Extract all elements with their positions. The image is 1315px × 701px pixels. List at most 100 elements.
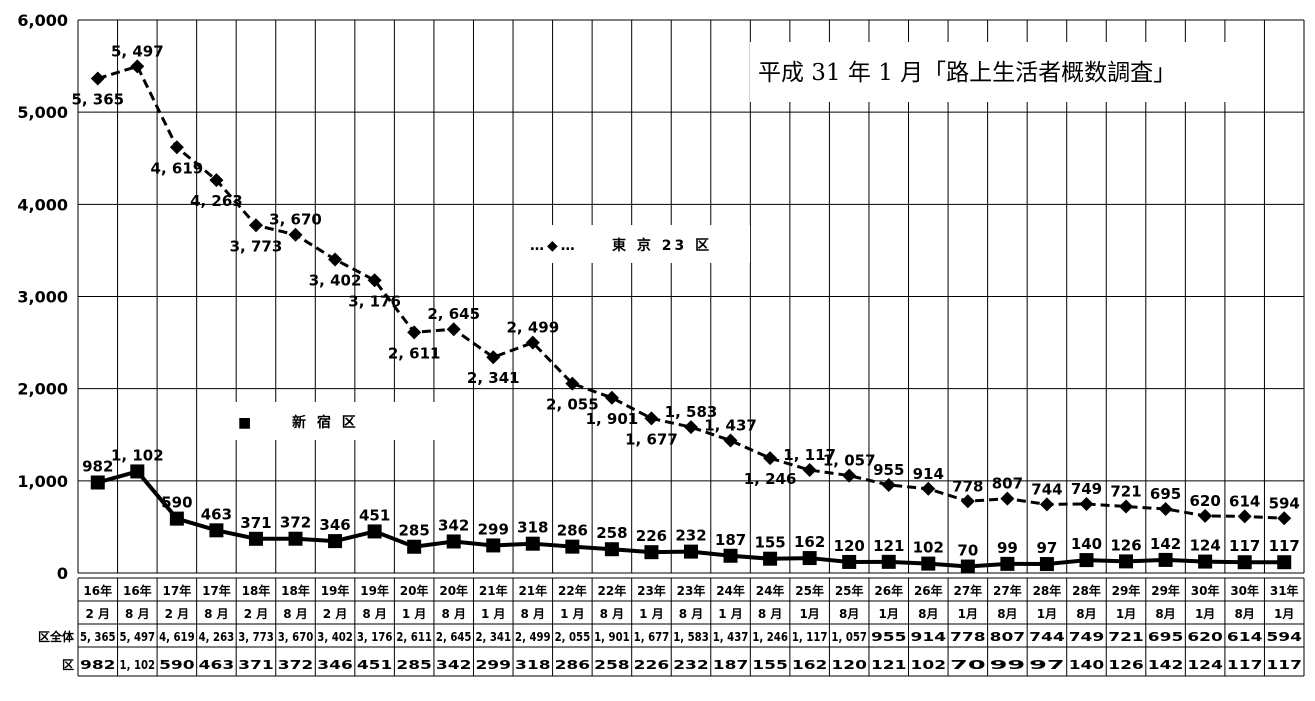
legend-box-tokyo xyxy=(515,225,750,263)
table-tokyo-cell: 2, 499 xyxy=(515,630,551,644)
data-point-shinjuku xyxy=(723,548,738,563)
data-point-tokyo xyxy=(1198,508,1213,523)
data-point-shinjuku xyxy=(367,524,382,539)
chart-title: 平成 31 年 1 月「路上生活者概数調査」 xyxy=(758,60,1176,86)
data-point-shinjuku xyxy=(565,539,580,554)
data-label-shinjuku: 1, 102 xyxy=(111,446,164,464)
table-year-cell: 17年 xyxy=(163,583,192,598)
data-label-tokyo: 2, 499 xyxy=(506,319,559,337)
data-label-tokyo: 3, 176 xyxy=(348,292,401,310)
data-label-tokyo: 3, 402 xyxy=(309,271,362,289)
data-point-tokyo xyxy=(565,376,580,391)
table-tokyo-cell: 2, 055 xyxy=(555,630,591,644)
data-label-tokyo: 5, 365 xyxy=(71,91,124,109)
data-point-shinjuku xyxy=(1079,553,1094,568)
data-point-shinjuku xyxy=(407,539,422,554)
data-label-shinjuku: 346 xyxy=(319,516,350,534)
data-label-tokyo: 1, 246 xyxy=(744,470,797,488)
data-label-tokyo: 1, 901 xyxy=(586,410,639,428)
table-shinjuku-cell: 258 xyxy=(594,658,630,672)
data-point-tokyo xyxy=(446,322,461,337)
table-shinjuku-cell: 285 xyxy=(396,658,432,672)
data-point-shinjuku xyxy=(248,531,263,546)
data-point-shinjuku xyxy=(684,544,698,559)
data-point-tokyo xyxy=(644,411,659,426)
data-label-tokyo: 914 xyxy=(913,465,944,483)
legend-box-shinjuku xyxy=(225,402,435,440)
data-label-tokyo: 4, 619 xyxy=(151,159,204,177)
table-year-cell: 28年 xyxy=(1072,583,1101,598)
data-point-tokyo xyxy=(328,252,343,267)
table-tokyo-cell: 807 xyxy=(990,630,1026,644)
data-label-tokyo: 2, 341 xyxy=(467,369,520,387)
data-point-shinjuku xyxy=(604,542,619,557)
table-tokyo-cell: 749 xyxy=(1069,630,1105,644)
data-label-tokyo: 4, 263 xyxy=(190,192,243,210)
table-year-cell: 22年 xyxy=(558,583,587,598)
data-label-tokyo: 2, 611 xyxy=(388,344,441,362)
table-shinjuku-cell: 342 xyxy=(436,658,472,672)
data-point-tokyo xyxy=(367,273,382,288)
table-year-cell: 26年 xyxy=(874,583,903,598)
table-year-cell: 19年 xyxy=(321,583,350,598)
y-tick-label: 4,000 xyxy=(17,195,68,214)
table-shinjuku-cell: 117 xyxy=(1227,658,1263,672)
table-shinjuku-cell: 142 xyxy=(1148,658,1184,672)
table-shinjuku-cell: 1, 102 xyxy=(120,658,156,672)
data-point-shinjuku xyxy=(1039,557,1054,572)
table-shinjuku-cell: 982 xyxy=(80,658,116,672)
data-point-shinjuku xyxy=(763,551,778,566)
table-month-cell: 8月 xyxy=(1076,607,1096,621)
data-point-shinjuku xyxy=(446,534,461,549)
table-tokyo-cell: 2, 645 xyxy=(436,630,472,644)
table-month-cell: 2 月 xyxy=(323,607,348,621)
data-point-tokyo xyxy=(525,335,540,350)
data-label-shinjuku: 126 xyxy=(1110,536,1141,554)
table-month-cell: 2 月 xyxy=(165,607,190,621)
table-tokyo-cell: 4, 263 xyxy=(199,630,235,644)
data-label-tokyo: 1, 437 xyxy=(704,417,757,435)
table-shinjuku-cell: 140 xyxy=(1069,658,1105,672)
data-point-tokyo xyxy=(842,468,857,483)
table-year-cell: 24年 xyxy=(716,583,745,598)
data-point-tokyo xyxy=(248,218,263,233)
table-shinjuku-cell: 155 xyxy=(752,658,788,672)
table-year-cell: 29年 xyxy=(1151,583,1180,598)
data-label-shinjuku: 140 xyxy=(1071,535,1102,553)
data-point-tokyo xyxy=(486,350,501,365)
data-label-tokyo: 2, 645 xyxy=(427,305,480,323)
data-label-shinjuku: 226 xyxy=(636,527,667,545)
data-point-tokyo xyxy=(1079,496,1094,511)
data-label-tokyo: 778 xyxy=(952,477,983,495)
table-shinjuku-cell: 299 xyxy=(475,658,511,672)
table-tokyo-cell: 3, 773 xyxy=(238,630,274,644)
data-label-shinjuku: 124 xyxy=(1189,537,1220,555)
table-tokyo-cell: 1, 677 xyxy=(634,630,670,644)
data-point-shinjuku xyxy=(1158,552,1173,567)
table-shinjuku-cell: 346 xyxy=(317,658,353,672)
data-label-shinjuku: 142 xyxy=(1150,535,1181,553)
data-point-shinjuku xyxy=(1198,554,1213,569)
table-month-cell: 1月 xyxy=(1274,607,1294,621)
data-label-tokyo: 807 xyxy=(992,475,1023,493)
data-point-tokyo xyxy=(169,140,184,155)
table-year-cell: 31年 xyxy=(1270,583,1299,598)
data-point-tokyo xyxy=(130,59,145,74)
data-label-shinjuku: 982 xyxy=(82,457,113,475)
table-shinjuku-cell: 99 xyxy=(990,658,1026,672)
table-month-cell: 2 月 xyxy=(86,607,111,621)
table-row-label-shinjuku: 区 xyxy=(62,658,74,672)
table-row-label-tokyo: 区全体 xyxy=(38,629,75,644)
table-year-cell: 24年 xyxy=(756,583,785,598)
data-label-tokyo: 955 xyxy=(873,461,904,479)
table-shinjuku-cell: 226 xyxy=(634,658,670,672)
table-shinjuku-cell: 102 xyxy=(911,658,947,672)
data-label-tokyo: 620 xyxy=(1189,492,1220,510)
table-shinjuku-cell: 463 xyxy=(199,658,235,672)
data-point-shinjuku xyxy=(169,511,184,526)
table-month-cell: 8 月 xyxy=(125,607,150,621)
table-tokyo-cell: 1, 057 xyxy=(831,630,867,644)
table-year-cell: 30年 xyxy=(1191,583,1220,598)
table-shinjuku-cell: 187 xyxy=(713,658,749,672)
